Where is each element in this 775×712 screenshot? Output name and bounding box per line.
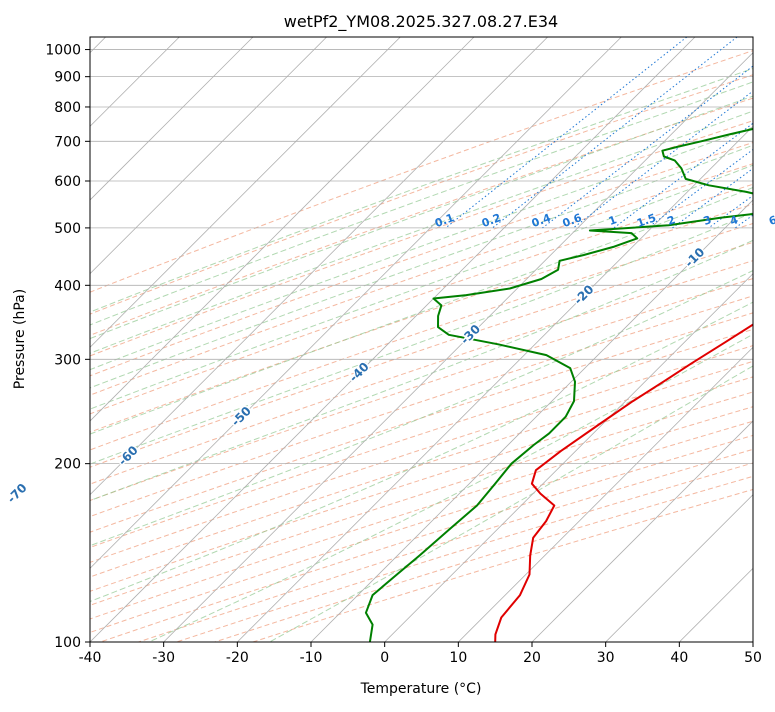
x-tick-label: -40 xyxy=(79,650,102,666)
x-tick-label: 0 xyxy=(380,650,389,666)
y-axis-label: Pressure (hPa) xyxy=(12,289,28,389)
y-tick-label: 200 xyxy=(54,457,81,473)
y-tick-label: 100 xyxy=(54,635,81,651)
x-axis-label: Temperature (°C) xyxy=(360,681,482,697)
y-tick-label: 400 xyxy=(54,278,81,294)
x-tick-label: -20 xyxy=(226,650,249,666)
x-tick-label: -10 xyxy=(300,650,323,666)
y-tick-label: 900 xyxy=(54,70,81,86)
y-tick-label: 800 xyxy=(54,100,81,116)
x-tick-label: 50 xyxy=(744,650,762,666)
x-tick-label: 30 xyxy=(597,650,615,666)
x-tick-label: 20 xyxy=(523,650,541,666)
x-tick-label: -30 xyxy=(152,650,175,666)
x-tick-label: 10 xyxy=(449,650,467,666)
y-tick-label: 1000 xyxy=(45,43,81,59)
y-tick-label: 300 xyxy=(54,352,81,368)
chart-title: wetPf2_YM08.2025.327.08.27.E34 xyxy=(284,12,558,32)
x-tick-label: 40 xyxy=(670,650,688,666)
y-tick-label: 700 xyxy=(54,134,81,150)
y-tick-label: 500 xyxy=(54,221,81,237)
y-tick-label: 600 xyxy=(54,174,81,190)
